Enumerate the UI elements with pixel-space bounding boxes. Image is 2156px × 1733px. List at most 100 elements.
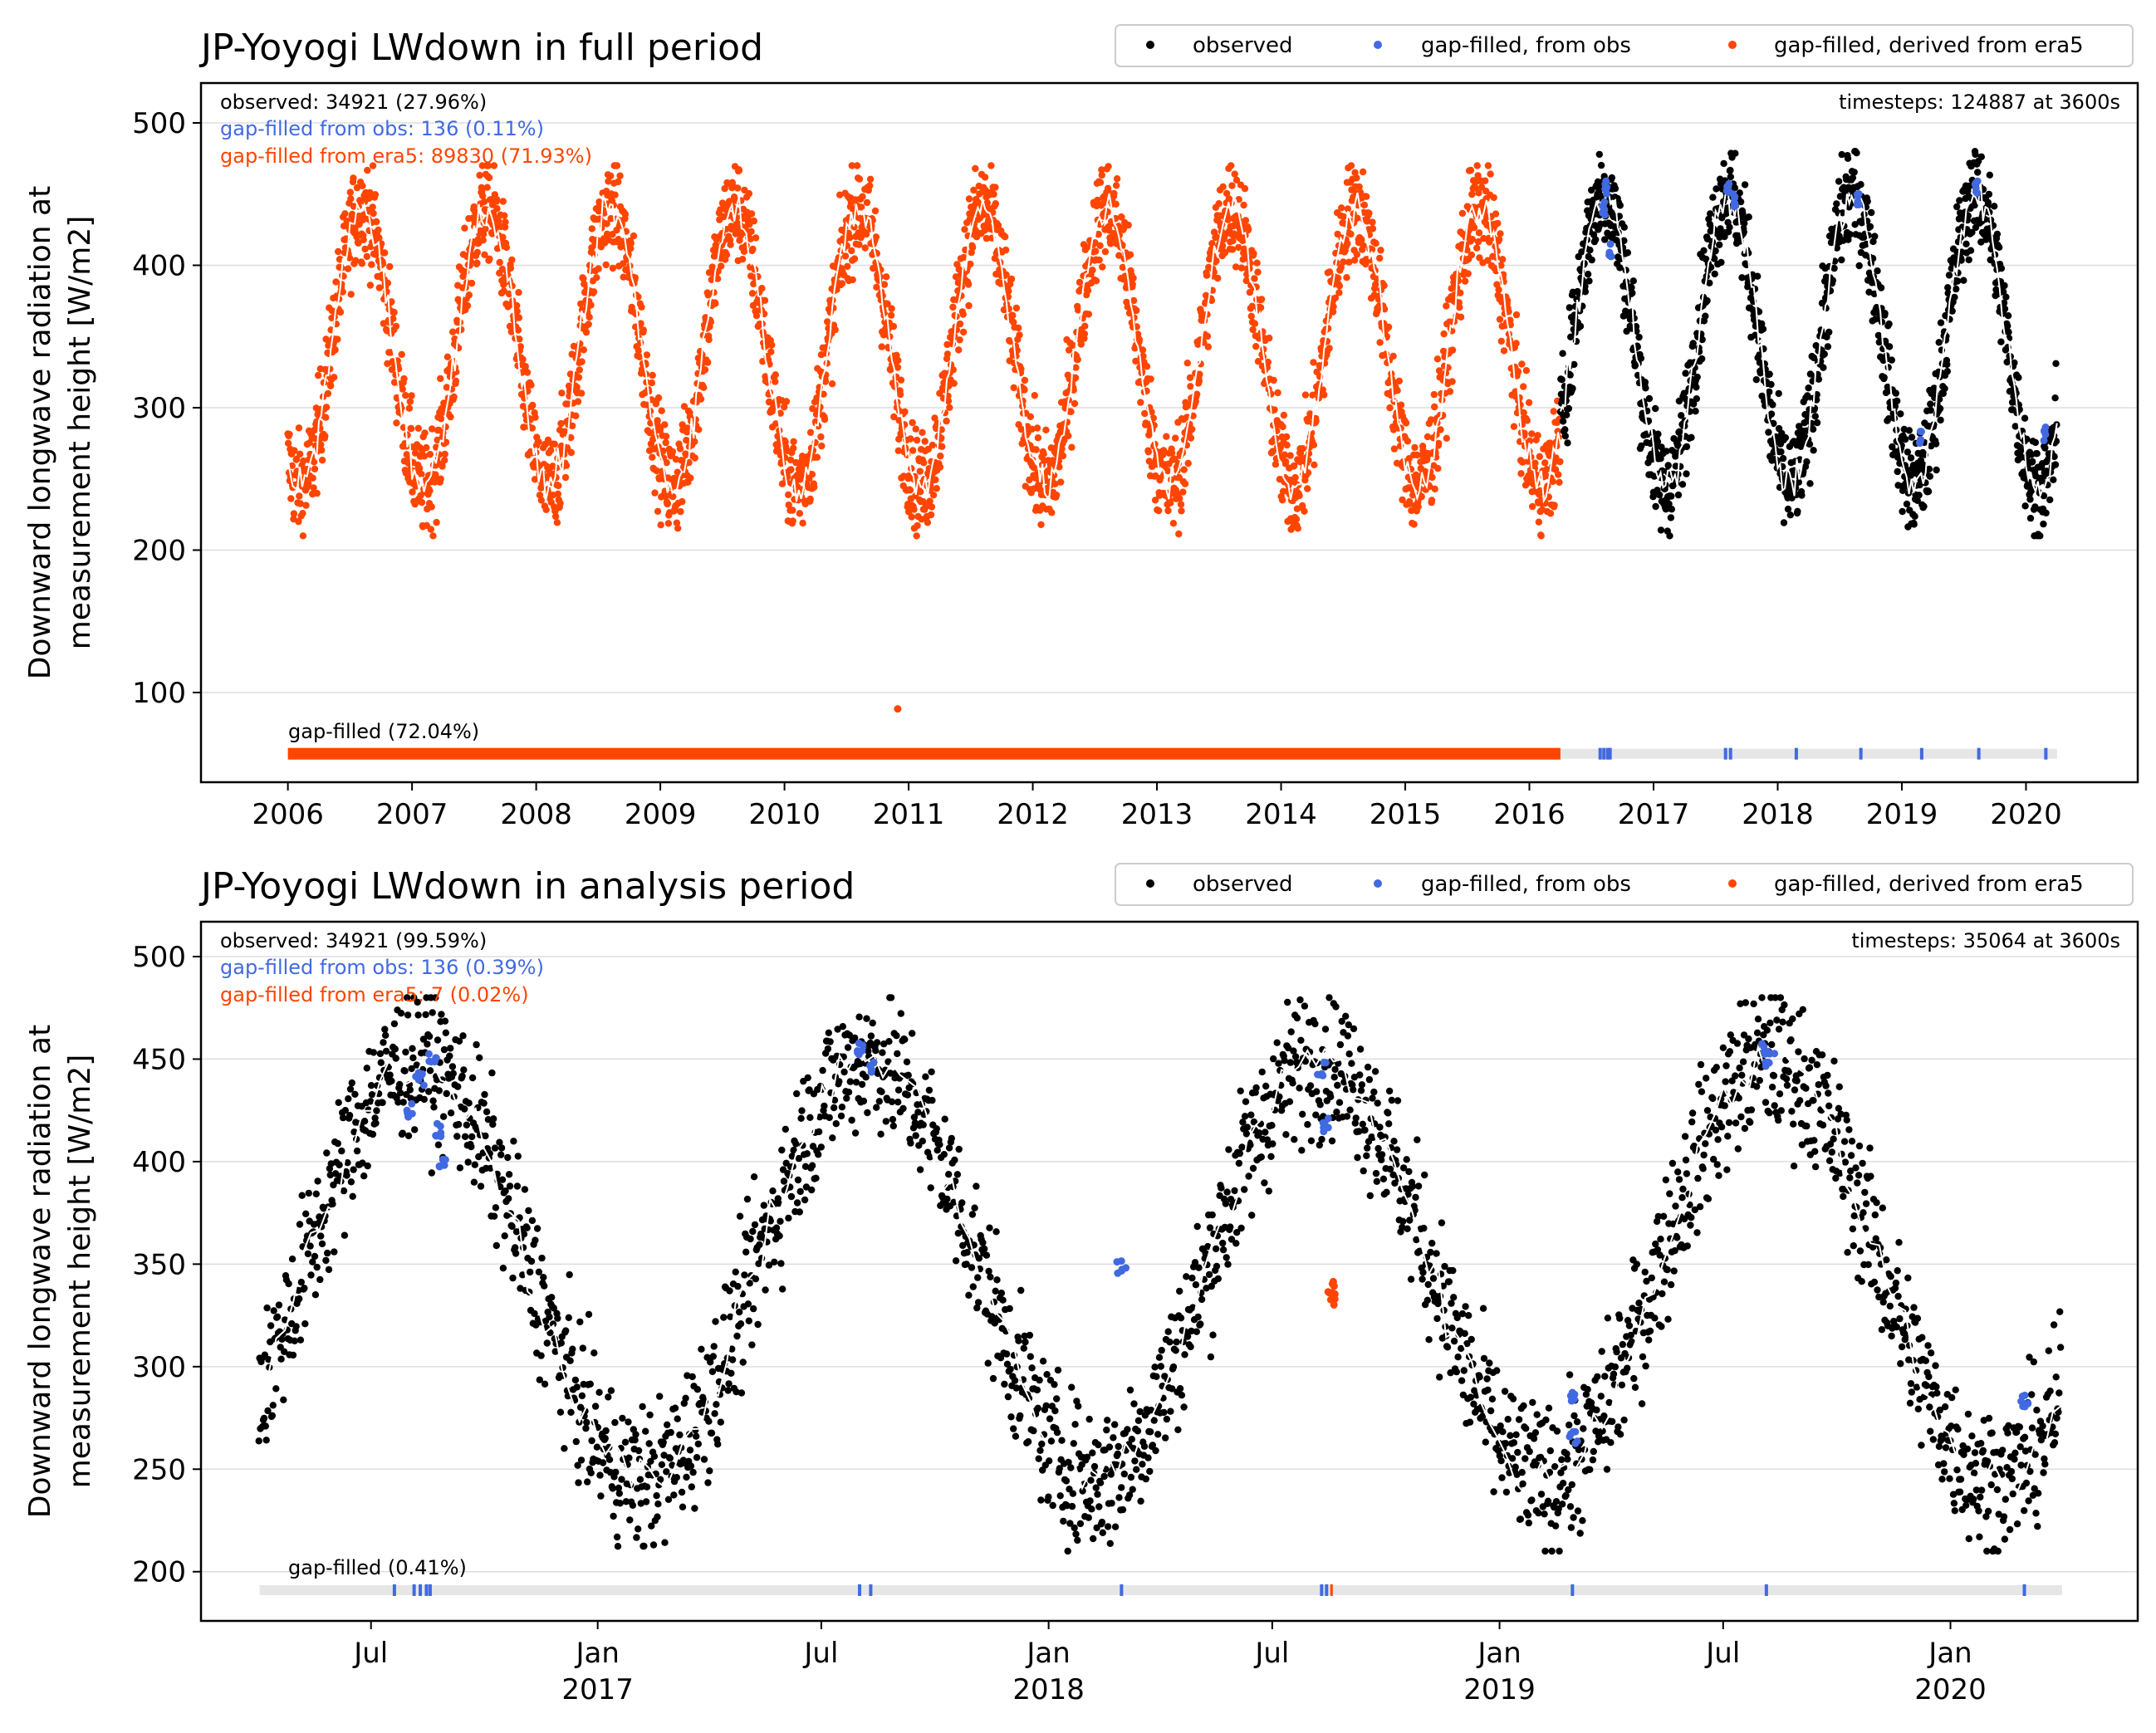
data-point	[821, 415, 829, 423]
data-point	[1147, 375, 1154, 383]
gap-filled-point	[1853, 190, 1861, 198]
data-point	[465, 291, 473, 299]
data-point	[1021, 386, 1028, 394]
data-point	[1945, 272, 1953, 279]
data-point	[938, 426, 945, 433]
data-point	[1434, 464, 1442, 472]
data-point	[846, 233, 854, 242]
data-point	[883, 273, 890, 281]
data-point	[1056, 463, 1063, 471]
data-point	[955, 346, 963, 354]
data-point	[418, 498, 426, 507]
data-point	[1905, 427, 1913, 434]
data-point	[361, 245, 369, 253]
data-point	[373, 218, 380, 226]
data-point	[1344, 240, 1351, 247]
data-point	[603, 220, 610, 228]
data-point	[972, 164, 979, 173]
data-point	[1904, 448, 1912, 456]
data-point	[638, 303, 645, 311]
data-point	[949, 366, 958, 374]
data-point	[772, 371, 779, 379]
data-point	[365, 194, 373, 203]
data-point	[369, 203, 376, 211]
data-point	[752, 234, 760, 242]
data-point	[1482, 177, 1489, 184]
data-point	[1076, 278, 1084, 286]
data-point	[1335, 289, 1343, 296]
data-point	[1414, 503, 1422, 511]
data-point	[956, 320, 964, 328]
data-point	[943, 340, 951, 349]
scatter-points	[255, 994, 2065, 1555]
data-point	[661, 421, 669, 428]
data-point	[1112, 182, 1120, 189]
data-point	[932, 476, 939, 483]
data-point	[569, 422, 576, 430]
data-point	[1377, 247, 1384, 254]
data-point	[302, 502, 310, 509]
data-point	[1360, 242, 1367, 249]
data-point	[305, 1189, 312, 1197]
data-point	[499, 233, 507, 241]
x-tick-label: 2016	[1493, 798, 1566, 831]
gap-filled-point	[1855, 200, 1863, 208]
data-point	[519, 355, 527, 363]
data-point	[335, 247, 342, 256]
data-point	[311, 426, 318, 434]
y-tick-label: 300	[132, 392, 186, 425]
data-point	[305, 480, 312, 487]
data-point	[1129, 274, 1137, 282]
data-point	[310, 484, 317, 492]
data-point	[336, 1161, 343, 1169]
data-point	[1214, 274, 1222, 282]
data-point	[950, 379, 958, 387]
data-point	[894, 447, 903, 454]
data-point	[956, 336, 963, 344]
data-point	[981, 174, 989, 181]
data-point	[1104, 184, 1112, 192]
data-point	[423, 443, 430, 452]
data-point	[350, 1166, 357, 1173]
x-tick-label: 2013	[1121, 798, 1193, 831]
data-point	[429, 425, 436, 433]
data-point	[345, 1095, 352, 1103]
data-point	[1002, 271, 1010, 278]
data-point	[669, 448, 677, 456]
data-point	[317, 1232, 325, 1240]
data-point	[578, 306, 586, 314]
data-point	[1932, 440, 1940, 448]
data-point	[1986, 171, 1993, 179]
data-point	[1031, 392, 1039, 399]
data-point	[787, 466, 795, 473]
data-point	[332, 278, 340, 286]
data-point	[1096, 179, 1105, 186]
data-point	[1682, 370, 1689, 377]
data-point	[1561, 432, 1570, 440]
data-point	[653, 467, 660, 475]
data-point	[344, 265, 352, 272]
data-point	[965, 301, 973, 310]
data-point	[300, 457, 307, 465]
data-point	[580, 346, 587, 354]
data-point	[896, 390, 904, 399]
data-point	[1595, 150, 1604, 159]
data-point	[1924, 487, 1933, 496]
data-point	[1402, 419, 1410, 427]
data-point	[1833, 200, 1840, 208]
data-point	[1943, 360, 1951, 369]
data-point	[1806, 480, 1814, 487]
data-point	[507, 264, 515, 272]
data-point	[799, 519, 806, 527]
x-tick-label: 2015	[1370, 798, 1442, 831]
data-point	[1967, 247, 1975, 254]
data-point	[848, 247, 855, 255]
data-point	[1864, 198, 1871, 205]
data-point	[1394, 387, 1401, 394]
data-point	[1529, 502, 1536, 511]
data-point	[916, 468, 924, 475]
data-point	[649, 453, 656, 461]
data-point	[1193, 390, 1201, 398]
data-point	[1081, 322, 1089, 330]
data-point	[1702, 312, 1709, 320]
